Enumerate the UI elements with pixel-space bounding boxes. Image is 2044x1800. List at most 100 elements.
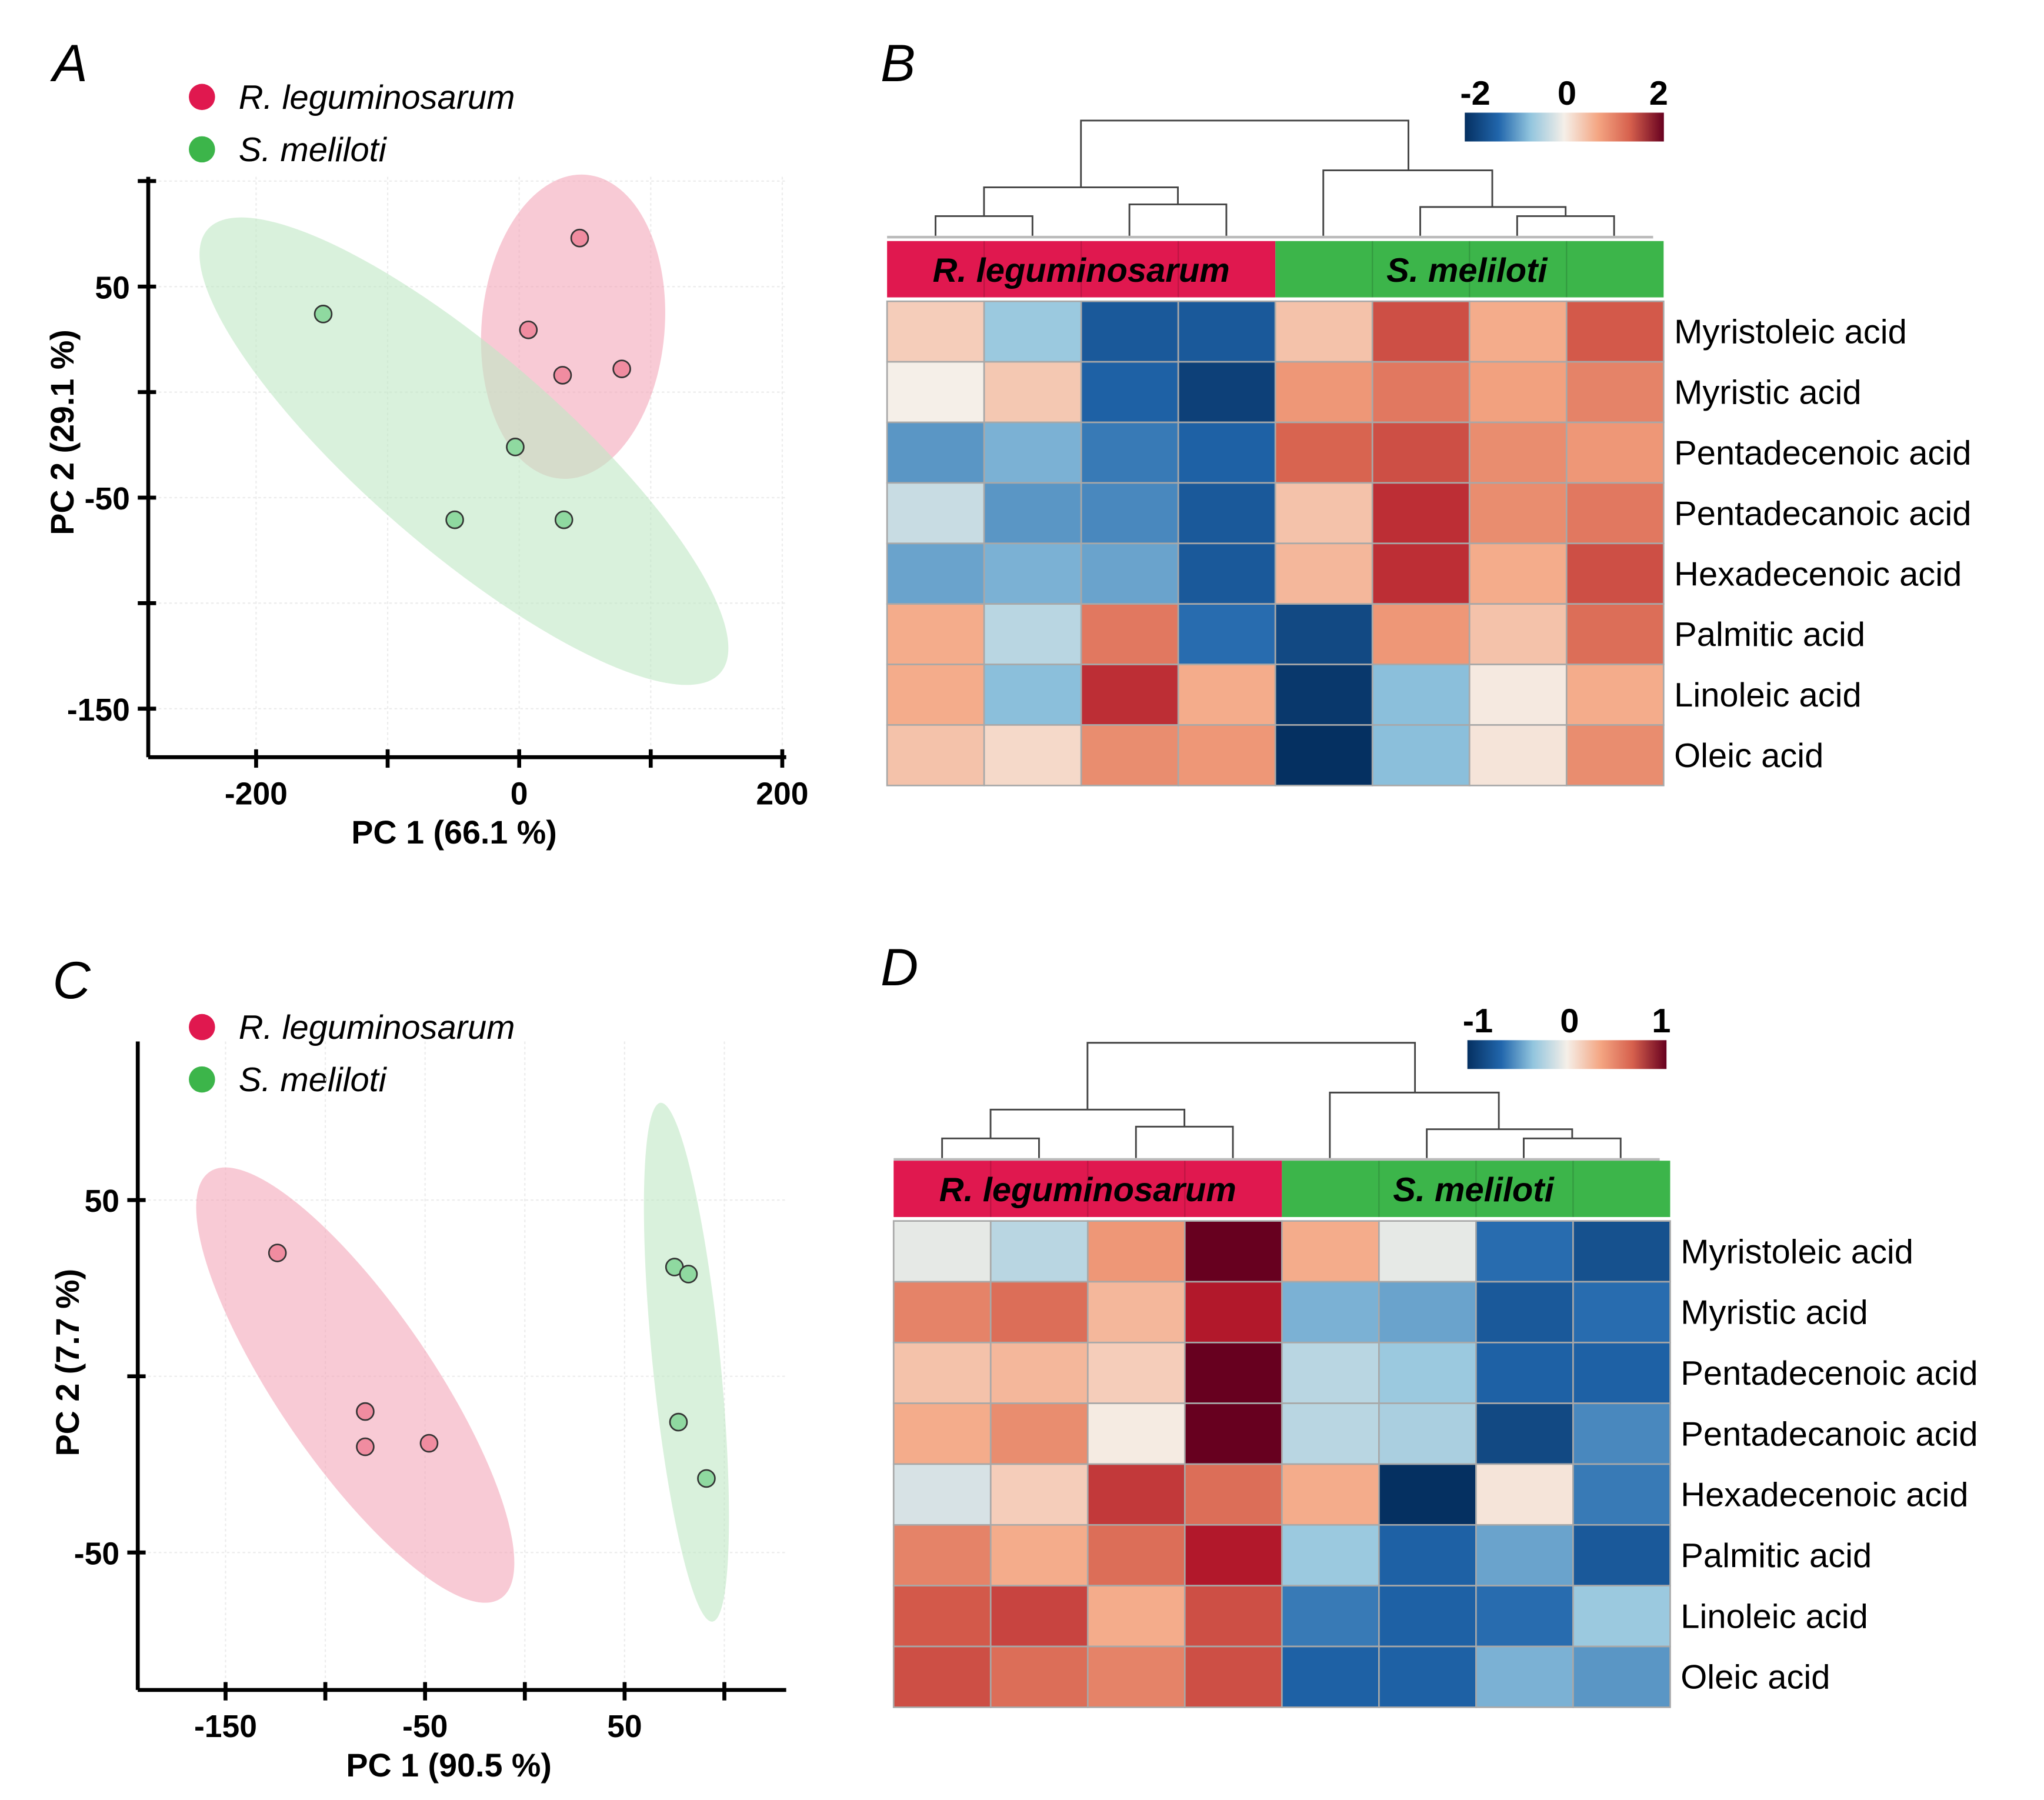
heatmap-cell — [983, 603, 1082, 665]
heatmap-cell — [886, 603, 985, 665]
x-tick-label: 50 — [607, 1709, 642, 1744]
heatmap-cell — [1080, 421, 1179, 484]
row-label: Hexadecenoic acid — [1674, 555, 1962, 593]
heatmap-cell — [1177, 603, 1276, 665]
color-scale-label: 2 — [1649, 75, 1668, 112]
row-label: Oleic acid — [1674, 737, 1823, 775]
row-label: Myristoleic acid — [1674, 314, 1907, 351]
heatmap-cell — [1565, 664, 1665, 726]
row-label: Palmitic acid — [1680, 1537, 1872, 1575]
heatmap-cell — [1572, 1524, 1671, 1586]
heatmap-cell — [1183, 1402, 1283, 1465]
heatmap-cell — [1177, 421, 1276, 484]
legend-label: R. leguminosarum — [239, 1009, 515, 1046]
group-header-s-meliloti — [1275, 241, 1664, 298]
heatmap-cell — [1281, 1281, 1380, 1344]
data-point — [554, 510, 573, 529]
heatmap-cell — [1475, 1402, 1574, 1465]
row-label: Myristic acid — [1680, 1294, 1868, 1332]
heatmap-cell — [1468, 300, 1568, 363]
heatmap-cell — [989, 1220, 1089, 1283]
heatmap-cell — [886, 300, 985, 363]
data-point — [669, 1412, 688, 1432]
y-tick-label: -50 — [85, 482, 130, 516]
heatmap-cell — [1281, 1585, 1380, 1648]
color-scale-label: -2 — [1460, 75, 1490, 112]
group-header-r-leguminosarum — [893, 1161, 1282, 1217]
heatmap-cell — [1475, 1463, 1574, 1526]
panel-label: B — [881, 34, 915, 92]
row-label: Hexadecenoic acid — [1680, 1476, 1968, 1514]
panel-d-heatmap: D -1 0 1 R. leguminosarum S. meliloti Myristol… — [881, 938, 1978, 1708]
heatmap-cell — [1378, 1220, 1477, 1283]
group-label: S. meliloti — [1393, 1171, 1555, 1209]
heatmap-cell — [892, 1281, 992, 1344]
heatmap-cell — [886, 361, 985, 424]
legend-marker-s-meliloti — [189, 136, 215, 163]
heatmap-cell — [1080, 361, 1179, 424]
heatmap-cell — [1572, 1341, 1671, 1404]
heatmap-cell — [1468, 603, 1568, 665]
heatmap-cell — [989, 1281, 1089, 1344]
heatmap-cell — [1183, 1220, 1283, 1283]
heatmap-cell — [1281, 1463, 1380, 1526]
heatmap-cell — [1378, 1281, 1477, 1344]
x-axis-title: PC 1 (90.5 %) — [346, 1747, 552, 1784]
heatmap-cell — [1378, 1524, 1477, 1586]
heatmap-cell — [886, 664, 985, 726]
x-tick-label: -50 — [402, 1709, 448, 1744]
heatmap-cell — [1183, 1524, 1283, 1586]
panel-label: A — [49, 34, 87, 92]
data-point — [679, 1265, 698, 1284]
heatmap-cell — [1080, 482, 1179, 545]
heatmap-cell — [1378, 1463, 1477, 1526]
heatmap-cell — [1086, 1524, 1186, 1586]
color-scale-label: -1 — [1463, 1002, 1493, 1040]
heatmap-cell — [989, 1524, 1089, 1586]
row-label: Palmitic acid — [1674, 616, 1865, 654]
legend-label: S. meliloti — [239, 1061, 388, 1099]
y-tick-label: -150 — [67, 693, 130, 728]
heatmap-cell — [983, 724, 1082, 786]
row-label: Pentadecenoic acid — [1680, 1355, 1978, 1392]
y-tick-label: 50 — [95, 271, 129, 305]
data-point — [612, 359, 631, 378]
heatmap-cell — [989, 1341, 1089, 1404]
data-point — [268, 1244, 287, 1262]
group-label: S. meliloti — [1386, 252, 1548, 289]
heatmap-cell — [892, 1402, 992, 1465]
heatmap-cell — [1274, 300, 1373, 363]
data-point — [506, 438, 525, 456]
heatmap-cell — [989, 1463, 1089, 1526]
heatmap-cell — [1371, 542, 1471, 605]
heatmap-cell — [1468, 724, 1568, 786]
data-point — [314, 305, 333, 324]
heatmap-cell — [1183, 1281, 1283, 1344]
heatmap-cell — [1468, 542, 1568, 605]
row-label: Pentadecanoic acid — [1680, 1415, 1978, 1453]
x-tick-label: -200 — [225, 776, 288, 811]
row-label: Myristoleic acid — [1680, 1233, 1913, 1271]
data-point — [570, 228, 589, 248]
heatmap-cell — [1565, 361, 1665, 424]
heatmap-cell — [1572, 1463, 1671, 1526]
color-scale-label: 0 — [1558, 75, 1576, 112]
heatmap-cell — [1086, 1220, 1186, 1283]
heatmap-cell — [1177, 300, 1276, 363]
column-dendrogram — [941, 1042, 1622, 1158]
heatmap-cell — [1274, 542, 1373, 605]
heatmap-cell — [892, 1524, 992, 1586]
heatmap-cell — [1281, 1402, 1380, 1465]
heatmap-cell — [1475, 1341, 1574, 1404]
heatmap-cell — [1468, 421, 1568, 484]
heatmap-cell — [1183, 1645, 1283, 1708]
color-scale-label: 1 — [1652, 1002, 1670, 1040]
heatmap-cell — [886, 724, 985, 786]
heatmap-cell — [1080, 603, 1179, 665]
row-label: Pentadecenoic acid — [1674, 434, 1971, 472]
heatmap-cell — [1183, 1463, 1283, 1526]
x-tick-label: 0 — [511, 776, 528, 811]
heatmap-cell — [1183, 1585, 1283, 1648]
heatmap-cell — [1274, 482, 1373, 545]
heatmap-cell — [1086, 1402, 1186, 1465]
